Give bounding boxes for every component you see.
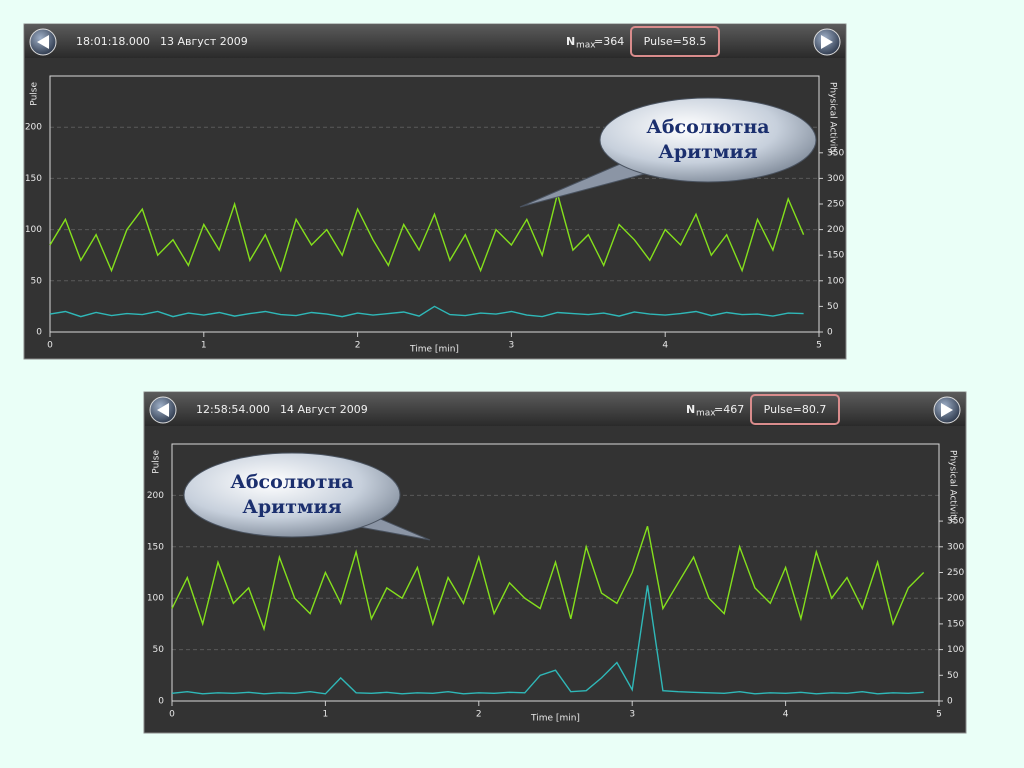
pulse-readout-box	[750, 394, 840, 425]
header-bar	[145, 393, 965, 426]
y2-tick-label: 50	[947, 671, 959, 681]
y-tick-label: 150	[25, 174, 42, 184]
series-line	[49, 191, 805, 273]
x-tick-label: 3	[629, 710, 635, 720]
callout-text: Абсолютна	[230, 471, 353, 493]
y2-tick-label: 100	[827, 276, 844, 286]
callout-text: Абсолютна	[646, 116, 769, 138]
plot-frame	[49, 75, 820, 333]
y2-tick-label: 50	[827, 302, 839, 312]
x-tick-label: 2	[355, 341, 361, 351]
y2-tick-label: 300	[827, 174, 844, 184]
button-arrow	[37, 35, 49, 49]
pulse-readout: Pulse=80.7	[764, 403, 827, 416]
y2-tick-label: 150	[947, 619, 964, 629]
x-tick-label: 5	[936, 710, 942, 720]
y2-tick-label: 300	[947, 542, 964, 552]
y2-tick-label: 0	[947, 697, 953, 707]
y-axis-label: Pulse	[152, 450, 162, 474]
y2-tick-label: 0	[827, 328, 833, 338]
x-tick-label: 1	[201, 341, 207, 351]
x-tick-label: 3	[509, 341, 515, 351]
y2-tick-label: 350	[947, 517, 964, 527]
x-tick-label: 1	[323, 710, 329, 720]
header-date: 13 Август 2009	[160, 35, 248, 48]
callout-bubble	[599, 97, 817, 183]
series-line	[171, 525, 925, 632]
y-tick-label: 0	[36, 328, 42, 338]
button-arrow	[941, 403, 953, 417]
y-tick-label: 100	[147, 594, 164, 604]
button-arrow	[821, 35, 833, 49]
x-tick-label: 4	[783, 710, 789, 720]
y2-tick-label: 350	[827, 148, 844, 158]
next-button[interactable]	[813, 28, 841, 56]
nmax-subscript: max	[696, 409, 716, 419]
y2-tick-label: 200	[947, 594, 964, 604]
header-bar	[25, 25, 845, 58]
x-axis-label: Time [min]	[530, 714, 580, 724]
series-line	[171, 585, 924, 695]
y-tick-label: 200	[25, 123, 42, 133]
header-time: 18:01:18.000	[76, 35, 150, 48]
nmax-symbol: N	[686, 403, 695, 416]
next-button[interactable]	[933, 396, 961, 424]
y2-tick-label: 250	[827, 200, 844, 210]
callout-bubble	[183, 452, 401, 538]
pulse-readout: Pulse=58.5	[644, 35, 707, 48]
series-line	[49, 305, 804, 318]
plot-frame	[171, 443, 940, 702]
pulse-readout-box	[630, 26, 720, 57]
x-tick-label: 0	[169, 710, 175, 720]
window-frame	[23, 23, 847, 360]
y-tick-label: 100	[25, 225, 42, 235]
x-axis-label: Time [min]	[409, 345, 459, 355]
prev-button[interactable]	[149, 396, 177, 424]
y-tick-label: 0	[158, 697, 164, 707]
x-tick-label: 0	[47, 341, 53, 351]
header-time: 12:58:54.000	[196, 403, 270, 416]
y-tick-label: 150	[147, 542, 164, 552]
header-date: 14 Август 2009	[280, 403, 368, 416]
button-arrow	[157, 403, 169, 417]
x-tick-label: 4	[662, 341, 668, 351]
x-tick-label: 5	[816, 341, 822, 351]
nmax-symbol: N	[566, 35, 575, 48]
nmax-value: =364	[594, 35, 624, 48]
y2-tick-label: 250	[947, 568, 964, 578]
y-tick-label: 50	[153, 645, 165, 655]
y2-tick-label: 150	[827, 251, 844, 261]
callout-text: Аритмия	[658, 141, 757, 163]
y-axis-label: Pulse	[30, 82, 40, 106]
prev-button[interactable]	[29, 28, 57, 56]
y2-tick-label: 100	[947, 645, 964, 655]
x-tick-label: 2	[476, 710, 482, 720]
nmax-subscript: max	[576, 41, 596, 51]
callout-text: Аритмия	[242, 496, 341, 518]
y-tick-label: 200	[147, 491, 164, 501]
nmax-value: =467	[714, 403, 744, 416]
y2-tick-label: 200	[827, 225, 844, 235]
y-tick-label: 50	[31, 276, 43, 286]
y2-axis-label: Physical Activity	[828, 82, 838, 156]
y2-axis-label: Physical Activity	[948, 450, 958, 524]
